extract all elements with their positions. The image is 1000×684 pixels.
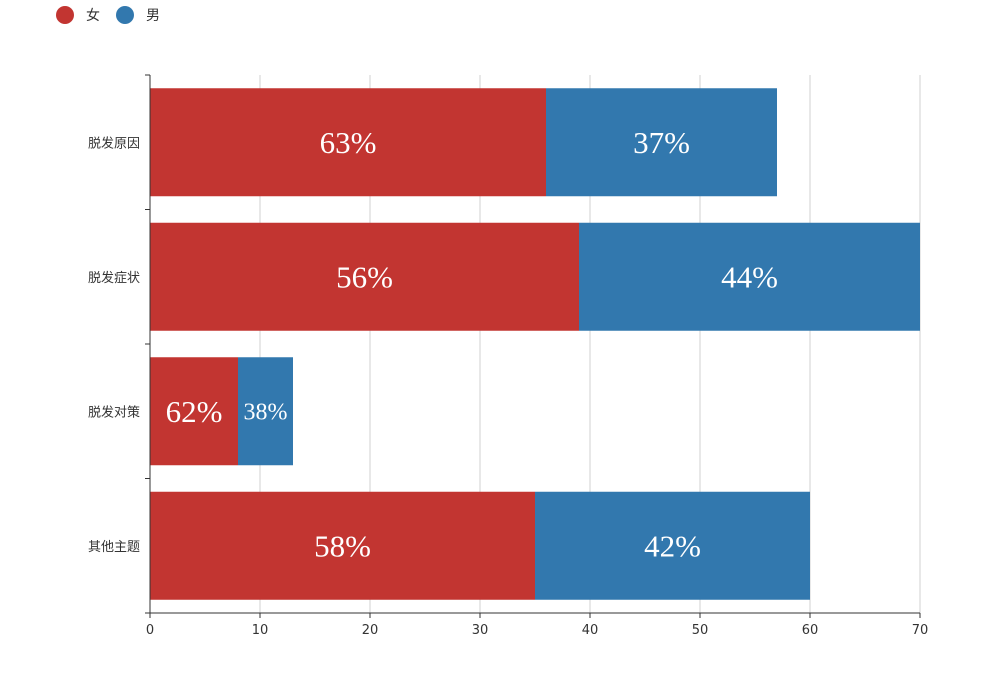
category-label-0: 脱发原因 bbox=[88, 135, 140, 151]
legend-label-1[interactable]: 男 bbox=[146, 8, 160, 24]
bar-1-1[interactable] bbox=[579, 222, 920, 331]
x-tick-label-1: 10 bbox=[252, 623, 269, 638]
x-tick-label-4: 40 bbox=[582, 623, 599, 638]
bar-label-1-2: 38% bbox=[244, 400, 288, 426]
x-tick-label-5: 50 bbox=[692, 623, 709, 638]
bar-0-0[interactable] bbox=[150, 88, 546, 197]
bars: 63% 37% 56% 44% 62% 38% 58% 42% bbox=[150, 88, 920, 600]
x-tick-label-2: 20 bbox=[362, 623, 379, 638]
bar-0-1[interactable] bbox=[150, 222, 579, 331]
bar-label-0-3: 58% bbox=[314, 529, 371, 564]
legend-marker-1[interactable] bbox=[116, 6, 134, 24]
bar-label-1-3: 42% bbox=[644, 529, 701, 564]
bar-label-0-2: 62% bbox=[166, 394, 223, 429]
category-label-1: 脱发症状 bbox=[88, 270, 140, 286]
bar-label-1-0: 37% bbox=[633, 125, 690, 160]
bar-1-2[interactable] bbox=[238, 357, 293, 466]
bar-label-0-1: 56% bbox=[336, 260, 393, 295]
category-label-2: 脱发对策 bbox=[88, 404, 140, 420]
legend-label-0[interactable]: 女 bbox=[86, 7, 100, 24]
x-tick-label-0: 0 bbox=[146, 623, 154, 638]
bar-label-1-1: 44% bbox=[721, 260, 778, 295]
bar-1-3[interactable] bbox=[535, 491, 810, 600]
x-tick-label-7: 70 bbox=[912, 623, 929, 638]
bar-0-3[interactable] bbox=[150, 491, 535, 600]
bar-0-2[interactable] bbox=[150, 357, 238, 466]
category-label-3: 其他主题 bbox=[88, 540, 140, 555]
x-tick-label-6: 60 bbox=[802, 623, 819, 638]
bar-1-0[interactable] bbox=[546, 88, 777, 197]
legend-marker-0[interactable] bbox=[56, 6, 74, 24]
x-tick-label-3: 30 bbox=[472, 623, 489, 638]
legend[interactable]: 女男 bbox=[56, 6, 160, 24]
bar-label-0-0: 63% bbox=[320, 125, 377, 160]
